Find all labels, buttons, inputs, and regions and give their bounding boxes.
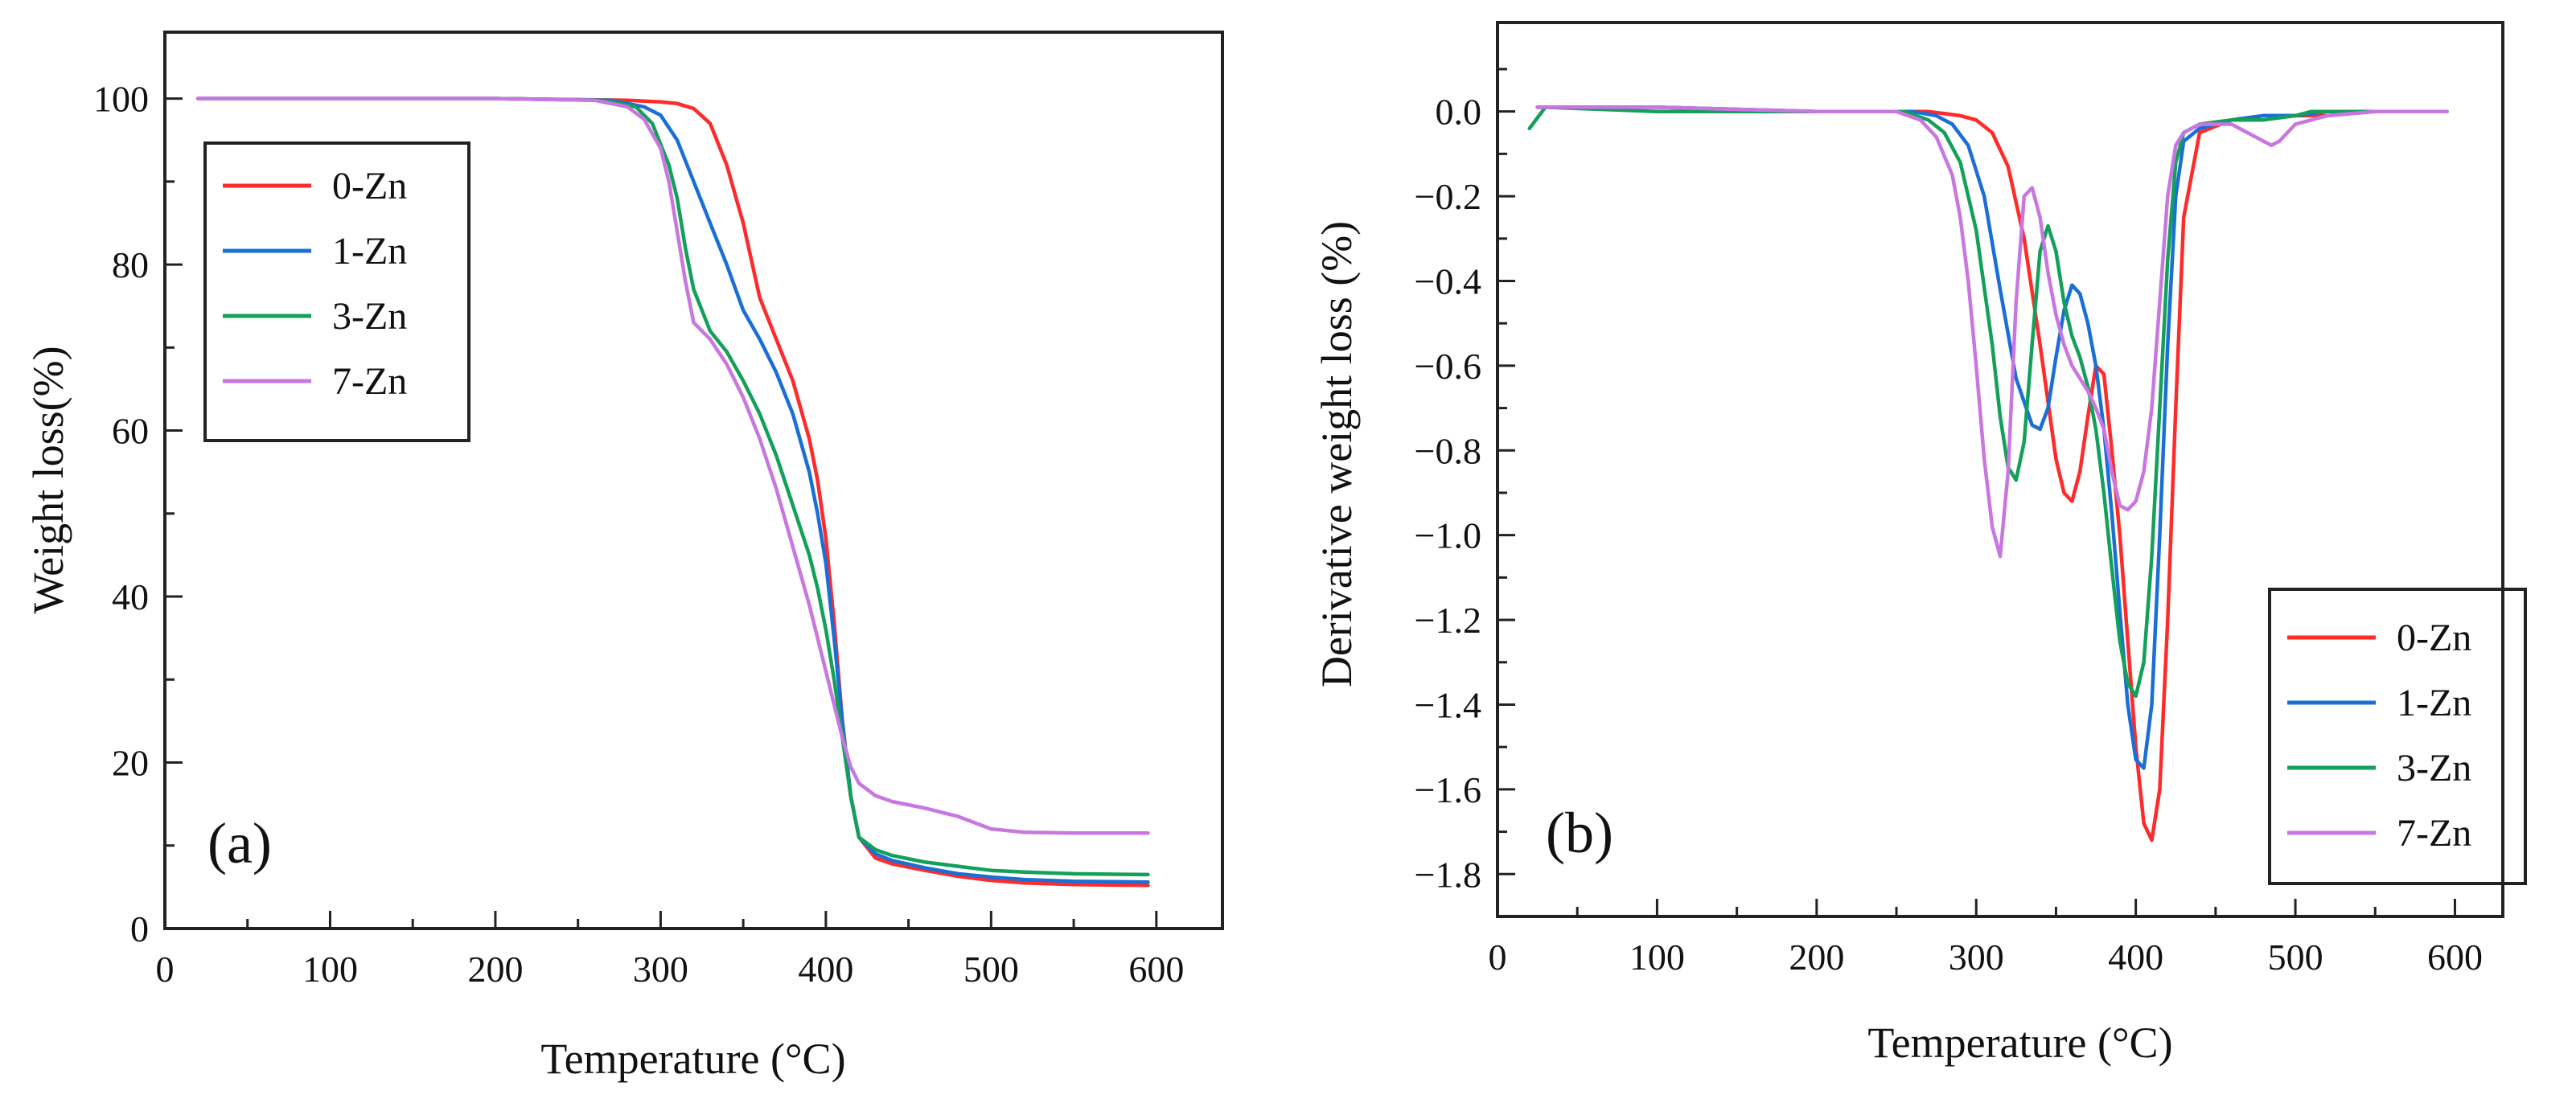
derivative-legend-label-1-zn: 1-Zn xyxy=(2397,682,2471,724)
weight-loss-y-tick-label: 0 xyxy=(130,908,149,949)
weight-loss-series-3-zn xyxy=(195,96,1150,877)
derivative-y-tick-label: −1.8 xyxy=(1415,854,1481,895)
derivative-x-tick-label: 0 xyxy=(1489,937,1507,978)
derivative-series-3-zn xyxy=(1527,105,2449,699)
weight-loss-legend-label-0-zn: 0-Zn xyxy=(332,165,407,207)
weight-loss-x-tick-label: 600 xyxy=(1128,949,1184,990)
derivative-y-tick-label: −0.4 xyxy=(1415,260,1481,301)
weight-loss-legend-label-7-zn: 7-Zn xyxy=(332,360,407,403)
weight-loss-plot-frame xyxy=(163,31,1224,930)
derivative-series-0-zn xyxy=(1535,105,2449,843)
derivative-plot-frame xyxy=(1496,21,2504,918)
weight-loss-y-tick-label: 60 xyxy=(112,411,149,452)
weight-loss-panel-label: (a) xyxy=(207,811,272,875)
weight-loss-y-tick-label: 100 xyxy=(93,79,149,120)
weight-loss-x-tick-label: 300 xyxy=(633,949,688,990)
derivative-x-tick-label: 200 xyxy=(1789,937,1844,978)
derivative-ticks: 0 100 200 300 400 500 600 −1.8 −1.6 −1.4 −1.2 −1.0 −… xyxy=(1415,68,2483,978)
weight-loss-chart: 0 100 200 300 400 500 600 0 20 40 60 80 100 Temperat… xyxy=(24,31,1224,1083)
derivative-series-7-zn xyxy=(1535,105,2449,559)
weight-loss-y-axis-label: Weight loss(%) xyxy=(24,346,72,613)
derivative-y-tick-label: −1.2 xyxy=(1415,600,1481,641)
derivative-legend-box xyxy=(2268,588,2527,885)
derivative-panel-label: (b) xyxy=(1546,801,1613,865)
derivative-series-1-zn xyxy=(1535,105,2449,770)
derivative-legend-label-0-zn: 0-Zn xyxy=(2397,617,2471,659)
derivative-y-tick-label: −0.2 xyxy=(1415,176,1481,217)
derivative-x-tick-label: 400 xyxy=(2108,937,2163,978)
derivative-y-tick-label: 0.0 xyxy=(1436,92,1482,133)
weight-loss-series-1-zn xyxy=(195,96,1150,884)
weight-loss-x-axis-label: Temperature (°C) xyxy=(540,1035,845,1083)
derivative-legend-label-7-zn: 7-Zn xyxy=(2397,812,2471,855)
weight-loss-x-tick-label: 400 xyxy=(798,949,853,990)
derivative-x-tick-label: 600 xyxy=(2427,937,2483,978)
weight-loss-y-tick-label: 40 xyxy=(112,576,149,617)
weight-loss-x-tick-label: 500 xyxy=(963,949,1019,990)
derivative-y-tick-label: −0.8 xyxy=(1415,430,1481,471)
derivative-y-tick-label: −1.6 xyxy=(1415,769,1481,810)
weight-loss-y-tick-label: 20 xyxy=(112,743,149,784)
derivative-series-layer xyxy=(1527,105,2449,843)
weight-loss-legend-label-3-zn: 3-Zn xyxy=(332,295,407,338)
weight-loss-series-7-zn xyxy=(195,96,1150,835)
derivative-x-axis-label: Temperature (°C) xyxy=(1867,1019,2172,1067)
derivative-legend-items: 0-Zn 1-Zn 3-Zn 7-Zn xyxy=(2287,617,2471,855)
weight-loss-series-0-zn xyxy=(195,96,1150,888)
weight-loss-x-tick-label: 0 xyxy=(156,949,175,990)
weight-loss-y-tick-label: 80 xyxy=(112,244,149,285)
weight-loss-series-layer xyxy=(195,96,1150,888)
derivative-y-tick-label: −1.0 xyxy=(1415,515,1481,556)
derivative-y-axis-label: Derivative weight loss (%) xyxy=(1313,221,1361,687)
weight-loss-legend: 0-Zn 1-Zn 3-Zn 7-Zn xyxy=(203,141,470,442)
derivative-legend: 0-Zn 1-Zn 3-Zn 7-Zn xyxy=(2268,588,2527,885)
derivative-weight-loss-chart: 0 100 200 300 400 500 600 −1.8 −1.6 −1.4 −1.2 −1.0 −… xyxy=(1313,21,2527,1067)
derivative-y-tick-label: −0.6 xyxy=(1415,346,1481,387)
derivative-x-tick-label: 300 xyxy=(1949,937,2004,978)
derivative-x-tick-label: 100 xyxy=(1629,937,1685,978)
weight-loss-legend-items: 0-Zn 1-Zn 3-Zn 7-Zn xyxy=(223,165,407,403)
weight-loss-legend-label-1-zn: 1-Zn xyxy=(332,230,407,273)
weight-loss-ticks: 0 100 200 300 400 500 600 0 20 40 60 80 100 xyxy=(93,79,1184,990)
weight-loss-x-tick-label: 100 xyxy=(302,949,358,990)
weight-loss-legend-box xyxy=(203,141,470,442)
derivative-x-tick-label: 500 xyxy=(2268,937,2323,978)
weight-loss-x-tick-label: 200 xyxy=(467,949,523,990)
derivative-legend-label-3-zn: 3-Zn xyxy=(2397,747,2471,789)
derivative-y-tick-label: −1.4 xyxy=(1415,684,1481,725)
